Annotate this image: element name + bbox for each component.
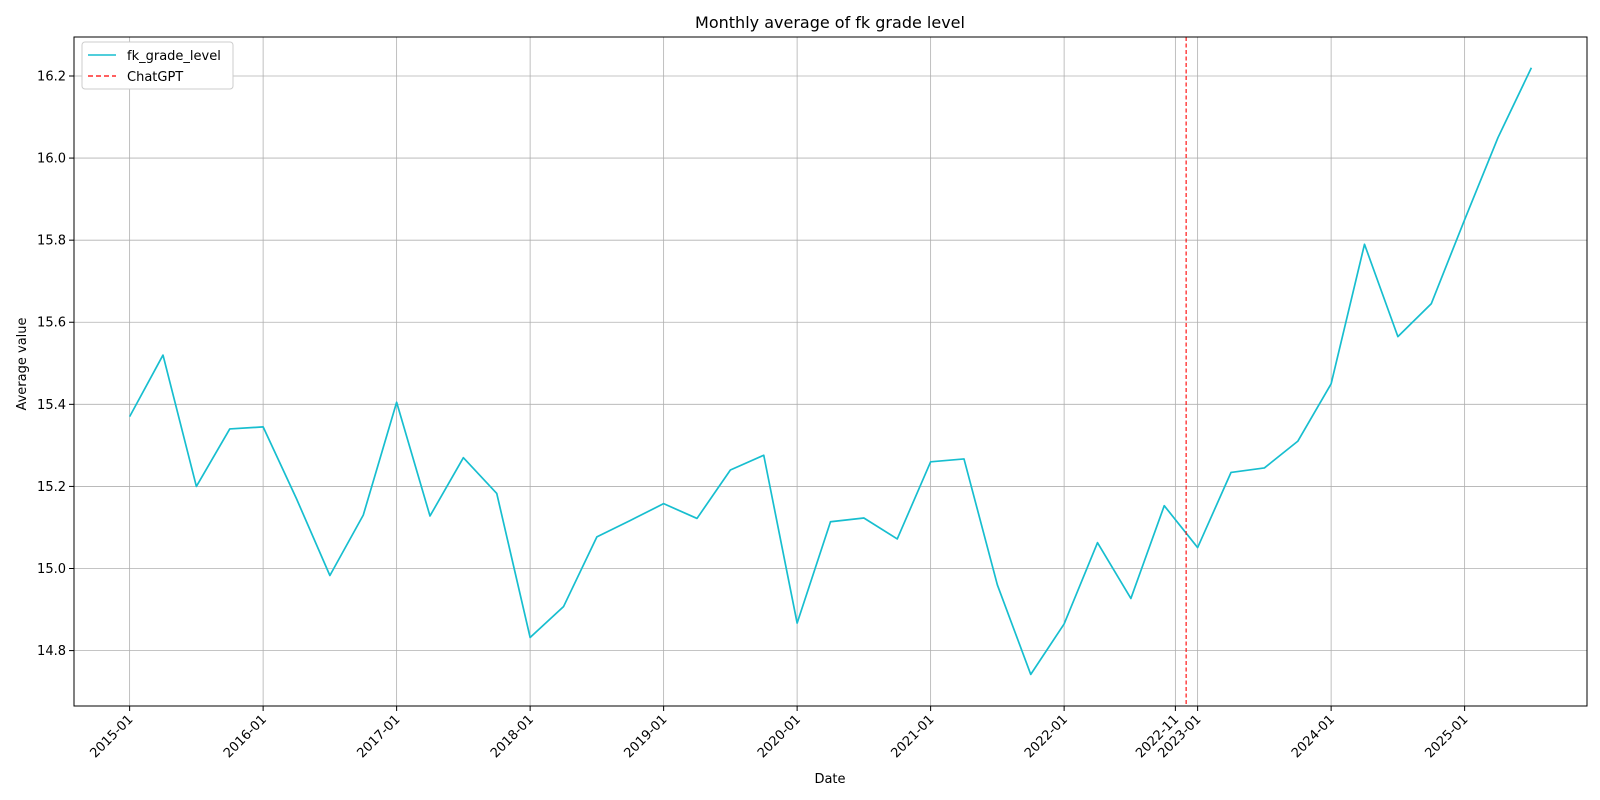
data-point — [1096, 541, 1098, 543]
data-point — [1196, 546, 1198, 548]
data-point — [1463, 218, 1465, 220]
x-tick-label: 2020-01 — [755, 712, 804, 761]
y-tick-label: 15.2 — [37, 480, 66, 495]
y-tick-label: 15.4 — [37, 398, 66, 413]
data-point — [696, 517, 698, 519]
data-point — [996, 584, 998, 586]
x-axis-label: Date — [814, 772, 845, 787]
data-point — [128, 415, 130, 417]
data-point — [1163, 505, 1165, 507]
series-line-fk-grade-level — [128, 67, 1533, 676]
data-point — [863, 517, 865, 519]
data-point — [796, 622, 798, 624]
data-point — [729, 469, 731, 471]
x-tick-label: 2025-01 — [1422, 712, 1471, 761]
data-point — [629, 519, 631, 521]
data-point — [562, 605, 564, 607]
data-point — [1130, 597, 1132, 599]
y-tick-label: 15.8 — [37, 234, 66, 249]
data-point — [929, 461, 931, 463]
legend-box — [81, 41, 234, 90]
data-point — [429, 515, 431, 517]
data-point — [229, 428, 231, 430]
y-tick-label: 16.2 — [37, 69, 66, 84]
data-point — [462, 456, 464, 458]
data-point — [195, 485, 197, 487]
data-point — [1297, 440, 1299, 442]
data-point — [362, 514, 364, 516]
data-point — [896, 538, 898, 540]
data-point — [496, 492, 498, 494]
y-axis-label: Average value — [15, 317, 30, 410]
data-point — [829, 521, 831, 523]
y-tick-label: 15.6 — [37, 316, 66, 331]
grid — [74, 37, 1587, 706]
y-tick-label: 14.8 — [37, 644, 66, 659]
x-tick-label: 2022-01 — [1022, 712, 1071, 761]
legend: fk_grade_level ChatGPT — [81, 41, 234, 90]
data-point — [1230, 471, 1232, 473]
data-point — [662, 502, 664, 504]
x-tick-label: 2018-01 — [488, 712, 537, 761]
data-point — [529, 636, 531, 638]
data-point — [1263, 467, 1265, 469]
data-point — [1330, 383, 1332, 385]
data-point — [162, 354, 164, 356]
x-tick-label: 2024-01 — [1289, 712, 1338, 761]
data-point — [395, 401, 397, 403]
x-tick-label: 2017-01 — [354, 712, 403, 761]
data-point — [1030, 673, 1032, 675]
y-tick-label: 16.0 — [37, 152, 66, 167]
data-point — [262, 426, 264, 428]
data-point — [1497, 136, 1499, 138]
x-tick-label: 2016-01 — [221, 712, 270, 761]
data-point — [1063, 623, 1065, 625]
legend-label-chatgpt: ChatGPT — [127, 70, 183, 85]
y-axis: 14.8 15.0 15.2 15.4 15.6 15.8 16.0 16.2 — [37, 69, 74, 659]
chart-title: Monthly average of fk grade level — [695, 13, 965, 32]
data-point — [596, 536, 598, 538]
data-point — [763, 454, 765, 456]
series-layer — [128, 67, 1533, 676]
data-point — [1430, 303, 1432, 305]
x-tick-label: 2021-01 — [888, 712, 937, 761]
data-point — [963, 458, 965, 460]
data-point — [1397, 335, 1399, 337]
data-point — [329, 574, 331, 576]
x-axis: 2015-01 2016-01 2017-01 2018-01 2019-01 2020-… — [87, 706, 1471, 761]
data-point — [1363, 243, 1365, 245]
plot-frame — [73, 36, 1588, 707]
x-tick-label: 2019-01 — [621, 712, 670, 761]
x-tick-label: 2015-01 — [87, 712, 136, 761]
legend-label-fk-grade-level: fk_grade_level — [127, 49, 221, 64]
y-tick-label: 15.0 — [37, 562, 66, 577]
data-point — [295, 498, 297, 500]
data-point — [1530, 67, 1532, 69]
